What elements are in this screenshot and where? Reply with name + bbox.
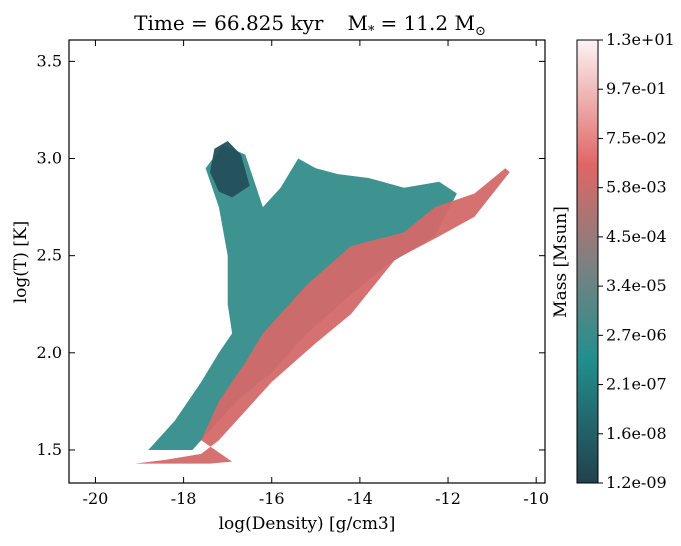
colorbar-tick-label: 5.8e-03 — [606, 178, 667, 197]
y-tick-label: 3.0 — [37, 149, 62, 168]
colorbar-label: Mass [Msun] — [551, 206, 571, 318]
colorbar-tick-label: 1.6e-08 — [606, 424, 667, 443]
colorbar-tick-label: 2.1e-07 — [606, 375, 667, 394]
colorbar-tick-label: 1.3e+01 — [606, 30, 675, 49]
colorbar-tick-label: 2.7e-06 — [606, 325, 667, 344]
colorbar-ticks: 1.2e-09 1.6e-08 2.1e-07 2.7e-06 3.4e-05 4.5e-… — [598, 30, 675, 492]
colorbar-tick-label: 4.5e-04 — [606, 227, 667, 246]
colorbar-tick-label: 1.2e-09 — [606, 473, 667, 492]
x-tick-label: -18 — [171, 489, 197, 508]
colorbar-tick-label: 7.5e-02 — [606, 128, 667, 147]
x-tick-label: -14 — [347, 489, 373, 508]
colorbar — [576, 39, 599, 484]
x-tick-label: -12 — [435, 489, 461, 508]
y-axis-label: log(T) [K] — [11, 221, 31, 304]
y-axis-ticks: 1.5 2.0 2.5 3.0 3.5 — [37, 51, 545, 459]
x-tick-label: -10 — [523, 489, 549, 508]
colorbar-tick-label: 3.4e-05 — [606, 276, 667, 295]
x-axis-label: log(Density) [g/cm3] — [219, 514, 396, 534]
heatmap-region-cold-dense-branch — [135, 168, 510, 464]
x-tick-label: -16 — [259, 489, 285, 508]
y-tick-label: 3.5 — [37, 51, 62, 70]
colorbar-tick-label: 9.7e-01 — [606, 79, 667, 98]
y-tick-label: 2.5 — [37, 246, 62, 265]
x-axis-ticks: -20 -18 -16 -14 -12 -10 — [83, 40, 549, 508]
y-tick-label: 2.0 — [37, 343, 62, 362]
heatmap-region-hot-cap — [210, 141, 250, 198]
plot-frame — [68, 39, 546, 484]
chart-title: Time = 66.825 kyr M* = 11.2 M⊙ — [134, 11, 486, 39]
x-tick-label: -20 — [83, 489, 109, 508]
heatmap-regions — [135, 141, 510, 464]
y-tick-label: 1.5 — [37, 440, 62, 459]
